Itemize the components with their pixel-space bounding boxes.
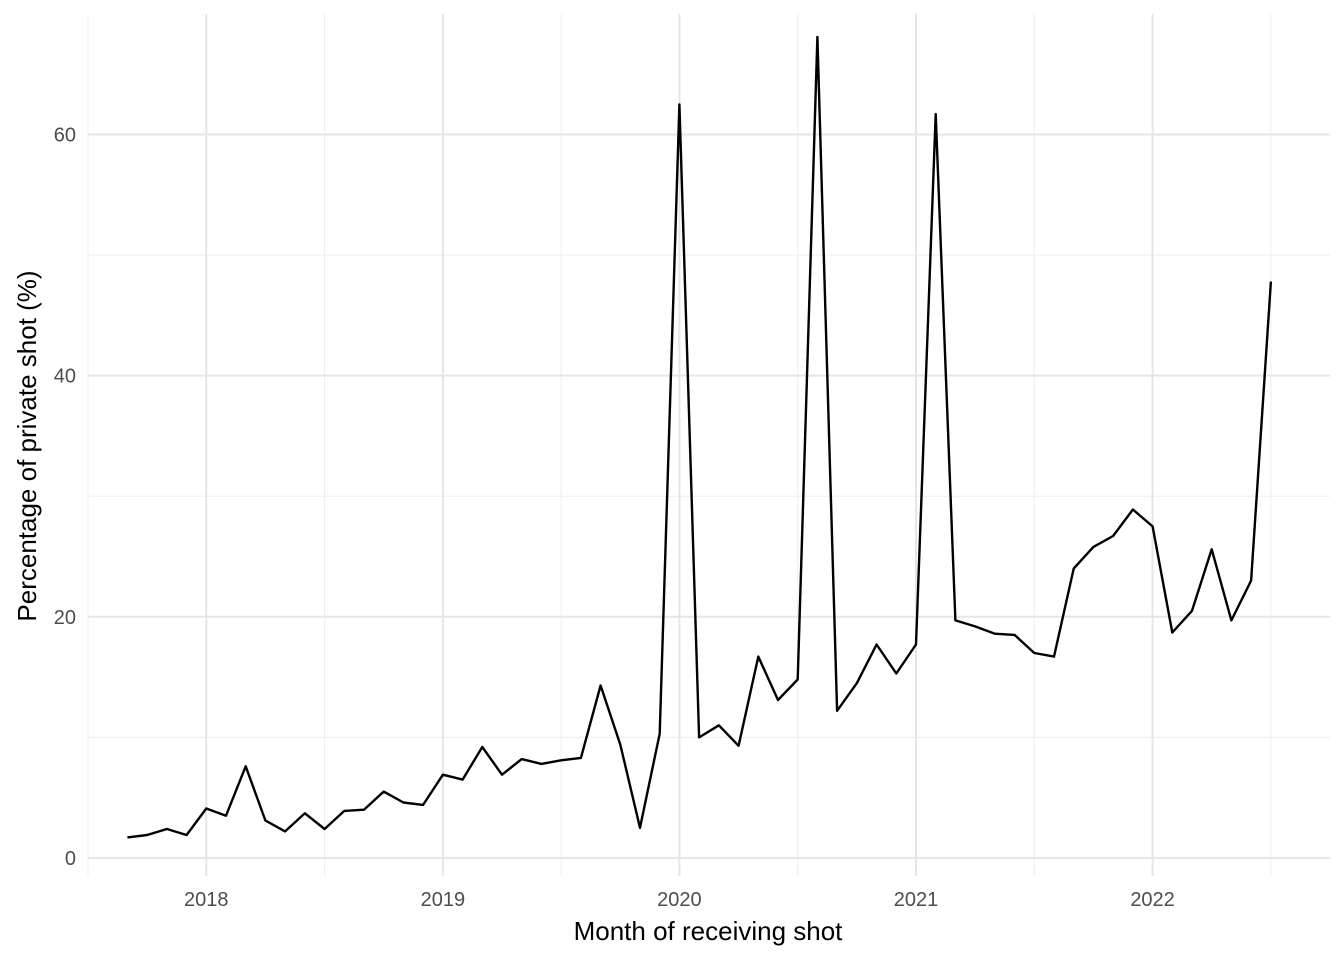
minor-horizontal-gridlines bbox=[88, 254, 1330, 738]
y-tick-label: 60 bbox=[54, 125, 76, 147]
x-axis-tick-labels: 2018 2019 2020 2021 2022 bbox=[184, 889, 1175, 911]
y-axis-title: Percentage of private shot (%) bbox=[12, 270, 42, 621]
y-tick-label: 40 bbox=[54, 366, 76, 388]
major-vertical-gridlines bbox=[205, 14, 1154, 876]
y-tick-label: 20 bbox=[54, 607, 76, 629]
x-tick-label: 2018 bbox=[184, 889, 229, 911]
x-tick-label: 2020 bbox=[657, 889, 702, 911]
series-line bbox=[127, 35, 1273, 839]
x-axis-title: Month of receiving shot bbox=[574, 916, 844, 946]
major-horizontal-gridlines bbox=[88, 133, 1330, 859]
y-axis-tick-labels: 0 20 40 60 bbox=[54, 125, 76, 870]
minor-vertical-gridlines bbox=[87, 14, 1272, 876]
x-tick-label: 2021 bbox=[894, 889, 939, 911]
y-tick-label: 0 bbox=[65, 848, 76, 870]
x-tick-label: 2022 bbox=[1130, 889, 1175, 911]
x-tick-label: 2019 bbox=[421, 889, 466, 911]
